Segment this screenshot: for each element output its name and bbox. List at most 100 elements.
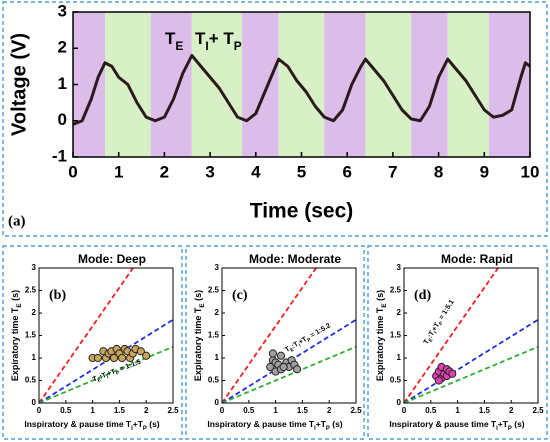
x-tick-label: 3 [205,162,214,181]
y-tick-label: 2 [58,38,67,57]
x-tick-label: 2.5 [167,406,179,415]
annotation-part: P [234,39,242,53]
ratio-label-part: P [438,320,445,327]
x-axis-label-part: P [326,426,330,432]
y-axis-label-part: E [16,303,23,307]
reference-line [403,318,539,404]
y-tick-label: 2 [32,308,37,317]
panel-border [367,245,548,440]
x-axis-label-part: I [131,426,133,432]
x-axis-label: Inspiratory & pause time TI+TP (s) [389,419,524,431]
y-axis-label: Expiratory time TE (s) [10,290,23,381]
y-axis-label: Expiratory time TE (s) [193,290,206,381]
panel-label: (a) [8,213,26,229]
y-axis-label-part: Expiratory time T [10,307,20,381]
y-tick-label: 1.5 [390,331,402,340]
phase-region [488,12,530,157]
ratio-label-part: I [298,342,303,348]
reference-line [38,318,174,404]
annotation-part: I [205,39,208,53]
x-tick-label: 0.5 [60,406,72,415]
y-tick-label: 0 [215,398,220,407]
y-tick-label: 1 [58,74,67,93]
ratio-label-part: E [427,337,434,344]
ratio-label-part: +T [106,368,117,378]
reference-line [403,267,499,404]
data-point [266,362,275,372]
annotation: TE [165,29,183,53]
x-tick-label: 2 [327,406,332,415]
phase-region [324,12,366,157]
y-tick-label: 0.5 [25,376,37,385]
data-point [117,353,127,363]
y-tick-label: 0.5 [208,376,220,385]
y-axis-label-part: (s) [375,290,385,304]
x-axis-label-part: Inspiratory & pause time T [389,419,497,429]
reference-line [403,345,539,404]
reference-line [221,267,317,404]
x-axis-label-part: I [496,426,498,432]
x-axis-label-part: Inspiratory & pause time T [24,419,132,429]
ratio-label-part: P [306,336,312,343]
y-tick-label: 0 [58,110,67,129]
y-tick-label: 1 [397,353,402,362]
ratio-label-part: +T [431,321,442,332]
ratio-label-part: E [289,346,295,353]
y-tick-label: 3 [215,263,220,272]
y-axis-label-part: Expiratory time T [193,307,203,381]
phase-region [150,12,192,157]
x-tick-label: 0 [37,406,42,415]
x-axis-label-part: +T [498,419,509,429]
reference-line [38,267,134,404]
ratio-label-part: T [423,338,432,346]
x-tick-label: 2 [144,406,149,415]
y-axis-label: Voltage (V) [8,33,30,136]
phase-region [73,12,105,157]
panel-title: Mode: Deep [78,252,146,266]
x-tick-label: 4 [251,162,261,181]
x-axis-label-part: +T [133,419,144,429]
data-point [276,351,286,360]
x-axis-label: Inspiratory & pause time TI+TP (s) [24,419,159,431]
y-tick-label: 2 [215,308,220,317]
y-tick-label: 1.5 [25,331,37,340]
panel-border [185,245,365,440]
y-axis-label-part: E [199,303,206,307]
ratio-label-part: :T [427,329,437,339]
phase-region [411,12,448,157]
data-point [268,349,278,358]
ratio-label-part: E [97,377,103,384]
x-axis-label: Inspiratory & pause time TI+TP (s) [207,419,342,431]
x-tick-label: 7 [388,162,397,181]
x-tick-label: 5 [297,162,306,181]
y-tick-label: 2.5 [25,286,37,295]
ratio-label-part: I [433,330,439,335]
y-axis-label: Expiratory time TE (s) [375,290,388,381]
y-tick-label: 2.5 [390,286,402,295]
y-tick-label: 3 [397,263,402,272]
x-axis-label-part: (s) [512,419,525,429]
data-point [292,365,302,374]
x-axis-label-part: Inspiratory & pause time T [207,419,315,429]
x-tick-label: 0.5 [243,406,255,415]
y-tick-label: 1 [215,353,220,362]
y-tick-label: 2 [397,308,402,317]
y-tick-label: 1 [32,353,37,362]
x-tick-label: 2 [509,406,514,415]
data-point [142,351,151,360]
x-tick-label: 2.5 [350,406,362,415]
y-axis-label-part: (s) [193,290,203,304]
panel-border [2,1,548,237]
data-point [434,376,443,385]
annotation-part: T [195,29,206,48]
x-tick-label: 1.5 [114,406,126,415]
ratio-label-part: :T [99,371,108,380]
y-tick-label: -1 [52,146,67,165]
y-tick-label: 0 [397,398,402,407]
panel-border [2,245,183,440]
x-axis-label-part: P [143,426,147,432]
data-point [93,353,103,363]
x-axis-label-part: P [508,426,512,432]
ratio-label: TE:TI+TP = 1:5.1 [423,299,458,347]
x-tick-label: 1.5 [479,406,491,415]
